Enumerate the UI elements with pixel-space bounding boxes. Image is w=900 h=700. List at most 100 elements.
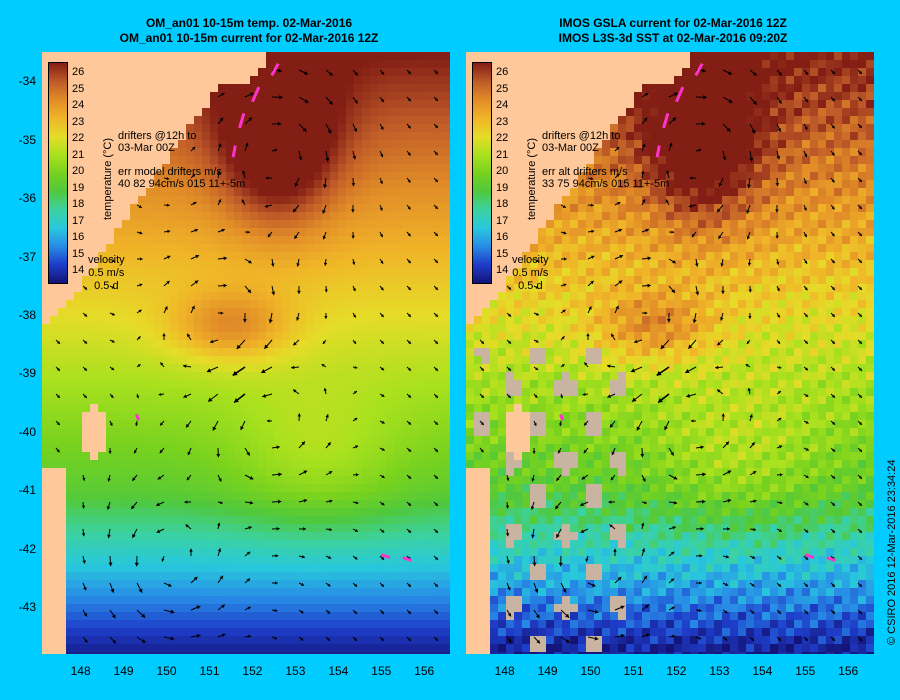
sst-cell [410,236,418,244]
sst-cell [362,164,370,172]
sst-cell [370,404,378,412]
sst-cell [130,300,138,308]
sst-cell [74,380,82,388]
sst-cell [42,444,50,452]
sst-cell [234,372,242,380]
sst-cell [282,148,290,156]
sst-cell [418,652,426,654]
sst-cell [146,92,154,100]
sst-cell [202,220,210,228]
sst-cell [354,412,362,420]
sst-cell [442,172,450,180]
current-arrowhead [353,637,357,641]
sst-cell [50,500,58,508]
sst-cell [634,68,642,76]
sst-cell [722,108,730,116]
sst-cell [306,380,314,388]
sst-cell [394,412,402,420]
current-arrowhead [381,447,385,451]
sst-cell [74,556,82,564]
sst-cell [722,52,730,60]
sst-cell [282,212,290,220]
sst-cell [170,556,178,564]
sst-cell [378,524,386,532]
sst-cell [234,132,242,140]
sst-cell [250,164,258,172]
sst-cell [290,132,298,140]
sst-cell [154,260,162,268]
sst-cell [90,220,98,228]
sst-cell [426,372,434,380]
sst-cell [602,60,610,68]
sst-cell [50,652,58,654]
sst-cell [202,452,210,460]
sst-cell [98,596,106,604]
sst-cell [130,196,138,204]
sst-cell [194,300,202,308]
current-arrowhead [111,367,115,371]
current-arrowhead [323,387,327,392]
sst-cell [146,556,154,564]
sst-cell [282,532,290,540]
sst-cell [170,92,178,100]
sst-cell [162,268,170,276]
sst-cell [298,508,306,516]
current-arrowhead [195,254,200,259]
sst-cell [234,220,242,228]
sst-cell [354,188,362,196]
sst-cell [394,572,402,580]
current-arrowhead [108,450,112,454]
sst-cell [74,252,82,260]
sst-cell [202,652,210,654]
sst-cell [178,68,186,76]
sst-cell [354,260,362,268]
sst-cell [650,116,658,124]
sst-cell [330,220,338,228]
sst-cell [194,100,202,108]
sst-cell [362,124,370,132]
sst-cell [298,172,306,180]
current-arrowhead [249,500,254,505]
sst-cell [258,284,266,292]
sst-cell [378,84,386,92]
sst-cell [218,404,226,412]
sst-cell [178,196,186,204]
sst-cell [178,148,186,156]
current-arrowhead [304,70,308,75]
sst-cell [578,68,586,76]
sst-cell [442,124,450,132]
sst-cell [346,468,354,476]
sst-cell [754,108,762,116]
sst-cell [234,180,242,188]
sst-cell [162,564,170,572]
sst-cell [114,420,122,428]
sst-cell [266,644,274,652]
sst-cell [442,444,450,452]
sst-cell [170,452,178,460]
sst-cell [178,52,186,60]
sst-cell [362,364,370,372]
sst-cell [282,276,290,284]
sst-cell [82,588,90,596]
sst-cell [162,612,170,620]
sst-cell [202,92,210,100]
sst-cell [298,204,306,212]
sst-cell [426,572,434,580]
sst-cell [530,116,538,124]
sst-cell [354,612,362,620]
sst-cell [306,364,314,372]
sst-cell [50,492,58,500]
current-arrowhead [161,558,165,562]
sst-cell [162,204,170,212]
sst-cell [178,292,186,300]
sst-cell [82,124,90,132]
sst-cell [530,84,538,92]
sst-cell [354,180,362,188]
sst-cell [794,52,802,60]
sst-cell [602,132,610,140]
sst-cell [194,60,202,68]
sst-cell [410,76,418,84]
sst-cell [250,148,258,156]
sst-cell [74,52,82,60]
sst-cell [274,492,282,500]
